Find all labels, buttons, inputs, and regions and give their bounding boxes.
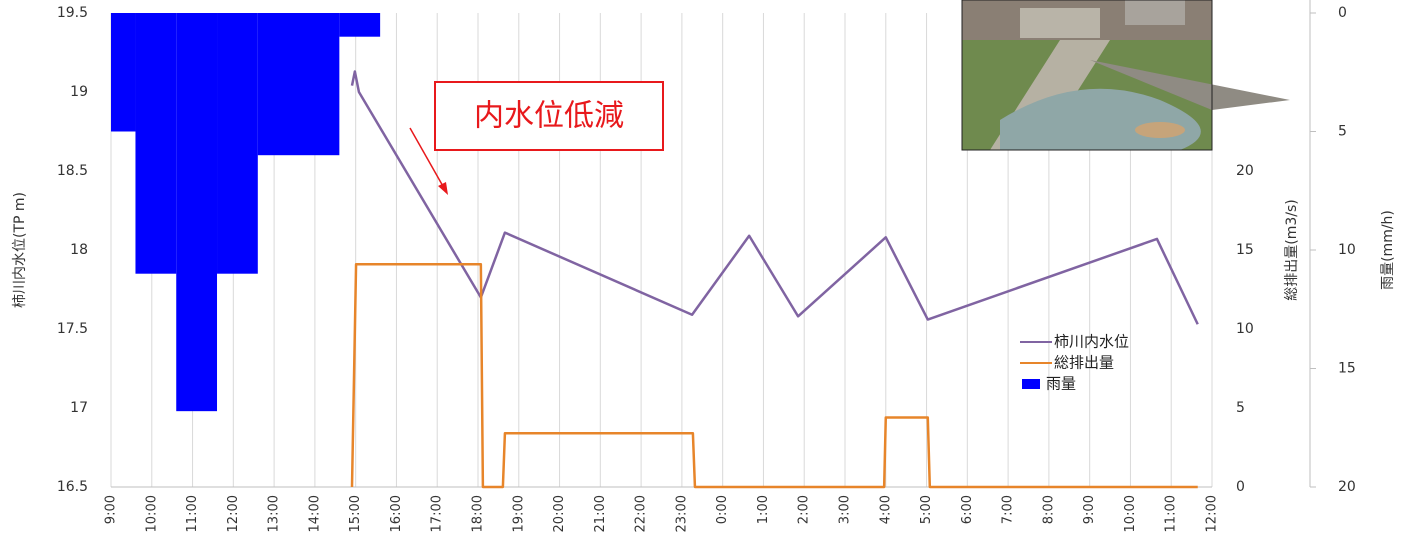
x-tick-label: 3:00 [838, 495, 853, 524]
x-tick-label: 11:00 [185, 495, 200, 532]
x-tick-label: 22:00 [634, 495, 649, 532]
x-tick-label: 0:00 [715, 495, 730, 524]
y2-tick-label: 15 [1236, 242, 1254, 258]
annotation: 内水位低減 [474, 99, 624, 134]
y2-tick-label: 20 [1236, 163, 1254, 179]
y3-axis-title: 雨量(mm/h) [1380, 210, 1396, 290]
x-tick-label: 21:00 [593, 495, 608, 532]
y3-tick-label: 5 [1338, 124, 1347, 140]
y-tick-label: 19 [70, 84, 88, 100]
x-tick-label: 5:00 [919, 495, 934, 524]
x-tick-label: 8:00 [1041, 495, 1056, 524]
x-tick-label: 2:00 [797, 495, 812, 524]
y-tick-label: 17 [70, 400, 88, 416]
y-tick-label: 17.5 [57, 321, 88, 337]
y2-tick-label: 10 [1236, 321, 1254, 337]
x-tick-label: 11:00 [1164, 495, 1179, 532]
series-line [350, 262, 1198, 489]
x-tick-label: 19:00 [511, 495, 526, 532]
x-tick-label: 9:00 [1082, 495, 1097, 524]
rain-bar [217, 13, 258, 274]
x-tick-label: 17:00 [430, 495, 445, 532]
y-axis-title: 柿川内水位(TP m) [11, 192, 28, 308]
legend-label: 雨量 [1046, 375, 1076, 393]
rain-bar [176, 13, 218, 412]
rain-bar [111, 13, 136, 132]
rain-bar [339, 13, 381, 37]
x-tick-label: 12:00 [1205, 495, 1220, 532]
y-tick-label: 18 [70, 242, 88, 258]
x-tick-label: 7:00 [1001, 495, 1016, 524]
x-tick-label: 13:00 [267, 495, 282, 532]
x-tick-label: 20:00 [552, 495, 567, 532]
y3-tick-label: 10 [1338, 242, 1356, 258]
y2-axis-title: 総排出量(m3/s) [1284, 199, 1300, 300]
x-tick-label: 6:00 [960, 495, 975, 524]
x-tick-label: 16:00 [389, 495, 404, 532]
x-tick-label: 1:00 [756, 495, 771, 524]
y3-tick-label: 15 [1338, 361, 1356, 377]
x-tick-label: 9:00 [104, 495, 119, 524]
x-tick-label: 10:00 [1123, 495, 1138, 532]
x-tick-label: 15:00 [348, 495, 363, 532]
y2-tick-label: 5 [1236, 400, 1245, 416]
x-tick-label: 18:00 [471, 495, 486, 532]
y-tick-label: 16.5 [57, 479, 88, 495]
x-tick-label: 23:00 [674, 495, 689, 532]
annotation-arrowhead [438, 182, 448, 195]
series-line [350, 70, 1199, 325]
y-tick-label: 19.5 [57, 5, 88, 21]
rain-bar [135, 13, 177, 274]
y2-tick-label: 0 [1236, 479, 1245, 495]
legend-swatch [1022, 379, 1040, 389]
legend-label: 総排出量 [1054, 354, 1114, 372]
rain-bar [257, 13, 340, 156]
legend-label: 柿川内水位 [1054, 333, 1129, 351]
x-tick-label: 14:00 [307, 495, 322, 532]
y3-tick-label: 20 [1338, 479, 1356, 495]
y3-tick-label: 0 [1338, 5, 1347, 21]
annotation-arrow [409, 127, 445, 189]
photo [961, 0, 1290, 151]
x-tick-label: 10:00 [144, 495, 159, 532]
x-tick-label: 12:00 [226, 495, 241, 532]
annotation-box [434, 81, 664, 151]
x-tick-label: 4:00 [878, 495, 893, 524]
y-tick-label: 18.5 [57, 163, 88, 179]
